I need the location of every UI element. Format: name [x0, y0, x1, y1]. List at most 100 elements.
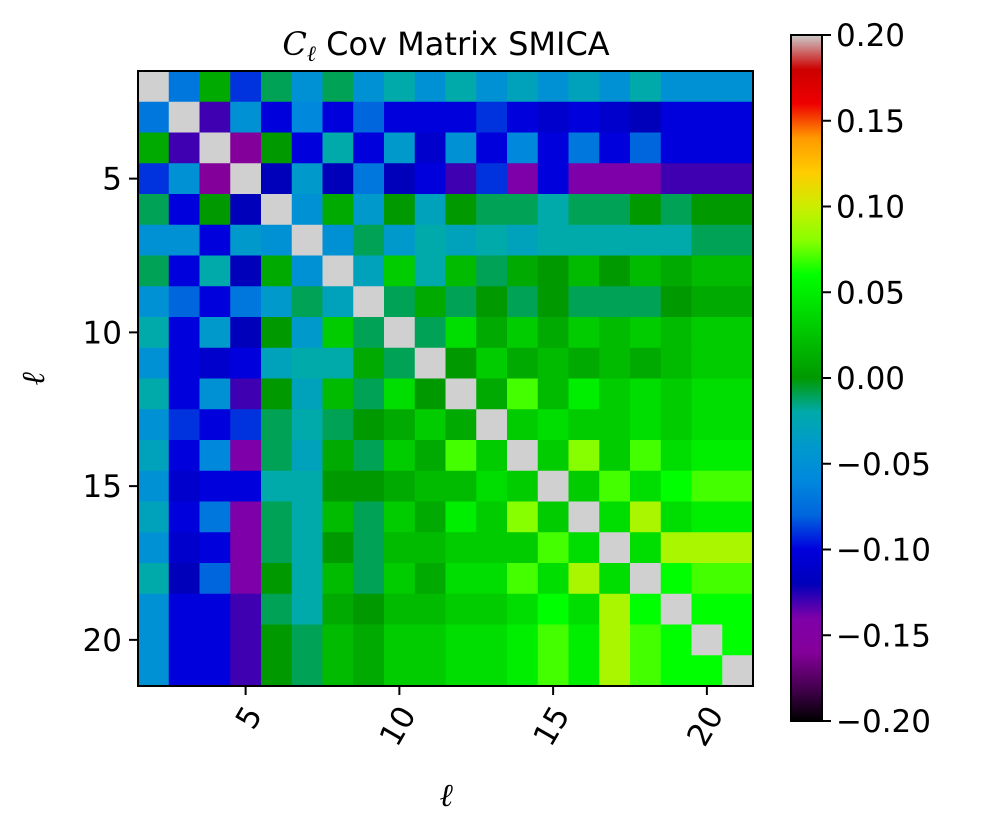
- heatmap-cell: [353, 255, 385, 287]
- heatmap-cell: [691, 132, 723, 164]
- heatmap-cell: [660, 286, 692, 318]
- heatmap-cell: [630, 378, 662, 410]
- heatmap-cell: [199, 593, 231, 625]
- heatmap-cell: [384, 71, 416, 103]
- heatmap-cell: [199, 470, 231, 502]
- heatmap-cell: [722, 624, 754, 656]
- heatmap-cell: [138, 378, 170, 410]
- heatmap-cell: [445, 624, 477, 656]
- heatmap-cell: [353, 563, 385, 595]
- heatmap-cell: [199, 624, 231, 656]
- heatmap-cell: [722, 378, 754, 410]
- heatmap-cell: [291, 71, 323, 103]
- heatmap-cell: [507, 655, 539, 687]
- x-tick-label: 10: [373, 700, 424, 752]
- heatmap-cell: [168, 132, 200, 164]
- heatmap-cell: [353, 501, 385, 533]
- heatmap-cell: [537, 593, 569, 625]
- heatmap-cell: [660, 317, 692, 349]
- heatmap-cell: [322, 71, 354, 103]
- heatmap-cell: [568, 470, 600, 502]
- heatmap-cell: [138, 532, 170, 564]
- heatmap-cell: [722, 255, 754, 287]
- heatmap-cell: [722, 347, 754, 379]
- heatmap-cell: [722, 563, 754, 595]
- heatmap-cell: [322, 194, 354, 226]
- heatmap-cell: [322, 317, 354, 349]
- heatmap-cell: [691, 378, 723, 410]
- heatmap-cell: [199, 194, 231, 226]
- heatmap-cell: [537, 163, 569, 195]
- heatmap-cell: [384, 655, 416, 687]
- heatmap-cell: [230, 71, 262, 103]
- heatmap-cell: [445, 440, 477, 472]
- heatmap-cell: [599, 163, 631, 195]
- heatmap-cell: [722, 317, 754, 349]
- heatmap-cell: [322, 655, 354, 687]
- heatmap-cell: [507, 624, 539, 656]
- heatmap-cell: [722, 101, 754, 133]
- heatmap-cell: [199, 163, 231, 195]
- heatmap-cell: [199, 101, 231, 133]
- heatmap-cell: [384, 501, 416, 533]
- heatmap-cell: [476, 655, 508, 687]
- heatmap-cell: [537, 286, 569, 318]
- heatmap-cell: [691, 563, 723, 595]
- heatmap-cell: [138, 255, 170, 287]
- heatmap-cell: [476, 194, 508, 226]
- heatmap-cell: [599, 378, 631, 410]
- heatmap-cell: [199, 378, 231, 410]
- heatmap-cell: [414, 378, 446, 410]
- heatmap-cell: [291, 101, 323, 133]
- heatmap-cell: [660, 163, 692, 195]
- heatmap-cell: [445, 132, 477, 164]
- heatmap-cell: [414, 224, 446, 256]
- heatmap-cell: [322, 593, 354, 625]
- heatmap-cell: [630, 501, 662, 533]
- heatmap-cell: [476, 317, 508, 349]
- heatmap-cell: [353, 624, 385, 656]
- heatmap-cell: [660, 194, 692, 226]
- heatmap-cell: [537, 317, 569, 349]
- heatmap-cell: [630, 71, 662, 103]
- heatmap-cell: [384, 532, 416, 564]
- heatmap-cell: [568, 501, 600, 533]
- heatmap-cell: [445, 255, 477, 287]
- heatmap-cell: [199, 409, 231, 441]
- heatmap-cell: [507, 470, 539, 502]
- heatmap-cell: [168, 71, 200, 103]
- heatmap-cell: [138, 440, 170, 472]
- heatmap-cell: [291, 163, 323, 195]
- heatmap-cell: [353, 440, 385, 472]
- heatmap-cell: [630, 563, 662, 595]
- heatmap-cell: [199, 71, 231, 103]
- heatmap-cell: [199, 286, 231, 318]
- heatmap-cell: [414, 470, 446, 502]
- heatmap-cell: [445, 563, 477, 595]
- heatmap-cell: [414, 409, 446, 441]
- heatmap-cell: [507, 563, 539, 595]
- heatmap-cell: [168, 593, 200, 625]
- heatmap-cell: [630, 132, 662, 164]
- heatmap-cell: [291, 317, 323, 349]
- heatmap-cell: [322, 101, 354, 133]
- heatmap-cell: [414, 532, 446, 564]
- heatmap-cell: [138, 163, 170, 195]
- heatmap-cell: [568, 132, 600, 164]
- heatmap-cell: [230, 347, 262, 379]
- heatmap-cell: [507, 593, 539, 625]
- heatmap-cell: [291, 132, 323, 164]
- heatmap-cell: [507, 101, 539, 133]
- x-axis-label: ℓ: [439, 776, 453, 814]
- heatmap-cell: [168, 563, 200, 595]
- heatmap-cell: [291, 624, 323, 656]
- heatmap-cell: [322, 378, 354, 410]
- heatmap-cell: [691, 409, 723, 441]
- heatmap-cell: [353, 163, 385, 195]
- heatmap-cell: [537, 655, 569, 687]
- heatmap-cell: [230, 378, 262, 410]
- heatmap-cell: [353, 286, 385, 318]
- heatmap-cell: [168, 655, 200, 687]
- heatmap-cell: [138, 409, 170, 441]
- heatmap-cell: [507, 532, 539, 564]
